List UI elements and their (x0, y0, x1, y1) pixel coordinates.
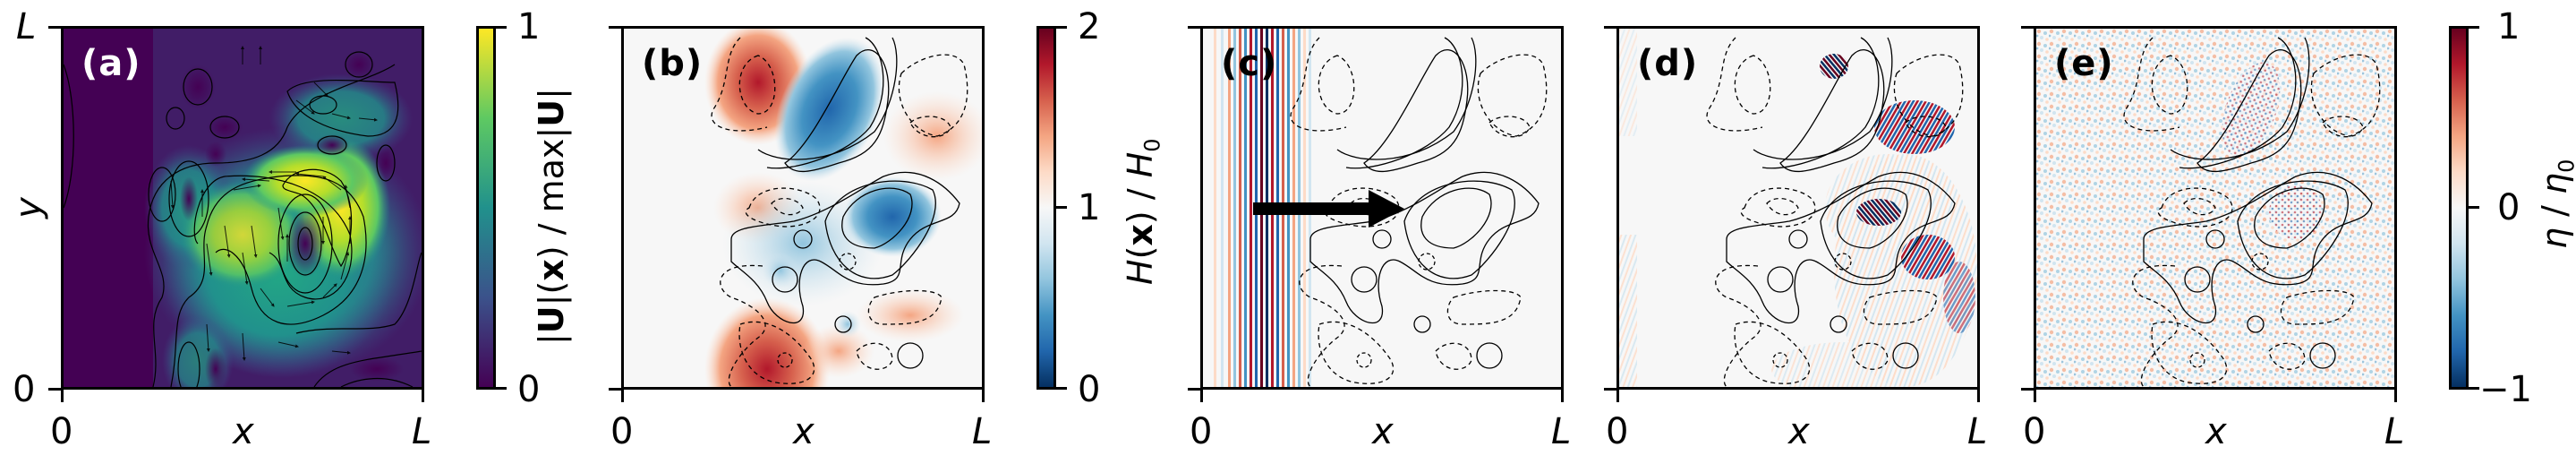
panel-c-label: (c) (1221, 43, 1278, 84)
panel-d-plot (1619, 29, 1977, 387)
propagation-arrow (1253, 190, 1404, 228)
eta-colorbar-tick-bottom (2469, 387, 2479, 390)
depth-colorbar-tick-mid (1056, 206, 1067, 209)
panel-d-xlabel: x (1788, 411, 1810, 452)
panel-b-xtick-mark-0 (621, 390, 624, 402)
panel-b-xtick-L: L (972, 411, 993, 452)
eta-colorbar-tick-top (2469, 26, 2479, 29)
panel-c-initial-wave: (c) (1200, 26, 1564, 390)
panel-d-label: (d) (1637, 43, 1699, 84)
depth-colorbar-tick-1: 1 (1078, 187, 1101, 228)
panel-c-ytick-mark-L (1188, 26, 1200, 29)
panel-d-xtick-mark-0 (1616, 390, 1619, 402)
panel-c-xlabel: x (1372, 411, 1394, 452)
panel-d-ytick-mark-L (1604, 26, 1616, 29)
panel-a-ytick-mark-L (48, 26, 61, 29)
panel-c-xtick-L: L (1551, 411, 1572, 452)
panel-e-xtick-mark-L (2394, 390, 2397, 402)
depth-colorbar-label: H(x) / H0 (1121, 138, 1165, 285)
panel-b-ytick-mark-0 (609, 388, 621, 391)
panel-a-xtick-mark-0 (61, 390, 64, 402)
panel-e-xtick-0: 0 (2023, 411, 2046, 452)
panel-c-xtick-0: 0 (1190, 411, 1213, 452)
panel-e-ytick-mark-0 (2021, 388, 2034, 391)
depth-colorbar-tick-0: 0 (1078, 369, 1101, 410)
panel-d-xtick-mark-L (1977, 390, 1980, 402)
panel-d-xtick-L: L (1967, 411, 1988, 452)
panel-d-ytick-mark-0 (1604, 388, 1616, 391)
panel-e-scattered-wave: (e) (2034, 26, 2397, 390)
eta-colorbar-tick-mid (2469, 206, 2479, 209)
panel-c-ytick-mark-0 (1188, 388, 1200, 391)
panel-a-xtick-mark-L (422, 390, 424, 402)
eta-colorbar-tick-neg1: −1 (2479, 369, 2532, 410)
panel-c-xtick-mark-0 (1200, 390, 1203, 402)
speed-colorbar-tick-1: 1 (517, 6, 541, 47)
panel-a-speed-heatmap: (a) (61, 26, 424, 390)
panel-a-label: (a) (81, 43, 141, 84)
panel-b-xlabel: x (793, 411, 815, 452)
speed-colorbar (476, 26, 496, 390)
panel-a-xlabel: x (233, 411, 254, 452)
panel-b-ytick-mark-L (609, 26, 621, 29)
depth-colorbar-tick-bottom (1056, 387, 1067, 390)
depth-colorbar-tick-top (1056, 26, 1067, 29)
speed-colorbar-label: |U|(x) / max|U| (532, 88, 571, 345)
speed-colorbar-tick-bottom (496, 387, 507, 390)
panel-a-ytick-mark-0 (48, 388, 61, 391)
speed-colorbar-tick-0: 0 (517, 369, 541, 410)
panel-a-ylabel: y (7, 197, 49, 219)
depth-colorbar (1036, 26, 1056, 390)
panel-d-refracted-wave: (d) (1616, 26, 1980, 390)
eta-colorbar (2449, 26, 2469, 390)
panel-a-xtick-0: 0 (50, 411, 73, 452)
panel-a-ytick-0: 0 (13, 369, 36, 410)
panel-b-depth-heatmap: (b) (621, 26, 985, 390)
panel-e-xtick-mark-0 (2034, 390, 2036, 402)
panel-e-plot (2036, 29, 2394, 387)
panel-b-label: (b) (642, 43, 704, 84)
eta-colorbar-tick-1: 1 (2497, 6, 2521, 47)
panel-a-ytick-L: L (16, 6, 37, 47)
speed-colorbar-tick-top (496, 26, 507, 29)
panel-e-label: (e) (2054, 43, 2114, 84)
panel-b-xtick-0: 0 (610, 411, 634, 452)
panel-e-ytick-mark-L (2021, 26, 2034, 29)
panel-e-xlabel: x (2205, 411, 2227, 452)
eta-colorbar-label: η / η0 (2535, 159, 2576, 249)
panel-b-plot (624, 29, 982, 387)
depth-colorbar-tick-2: 2 (1078, 6, 1101, 47)
panel-c-xtick-mark-L (1561, 390, 1564, 402)
panel-b-xtick-mark-L (982, 390, 985, 402)
panel-e-xtick-L: L (2384, 411, 2405, 452)
panel-a-xtick-L: L (412, 411, 432, 452)
eta-colorbar-tick-0: 0 (2497, 187, 2521, 228)
panel-d-xtick-0: 0 (1606, 411, 1629, 452)
panel-a-plot (64, 29, 422, 387)
panel-c-plot (1203, 29, 1561, 387)
